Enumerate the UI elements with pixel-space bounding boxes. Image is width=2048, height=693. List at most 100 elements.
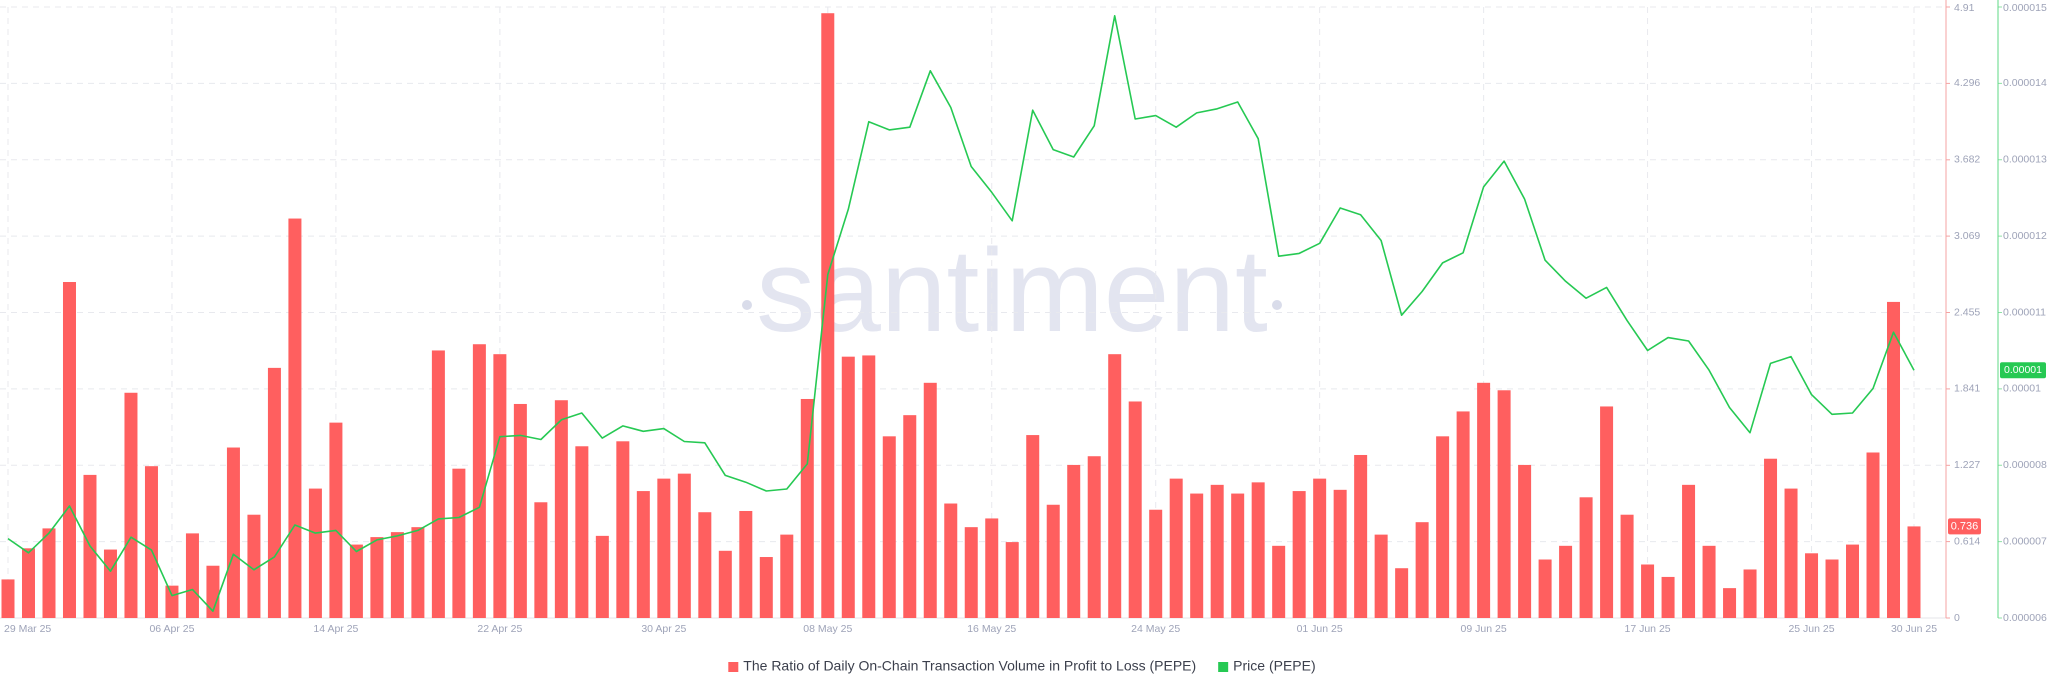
bar xyxy=(493,354,507,618)
x-tick-label: 09 Jun 25 xyxy=(1461,623,1507,635)
bar xyxy=(431,350,445,618)
bar xyxy=(1620,514,1634,618)
bar xyxy=(1292,491,1306,618)
y-tick-label: 3.682 xyxy=(1954,154,1980,166)
bar xyxy=(247,514,261,618)
y-tick-label: 1.841 xyxy=(1954,383,1980,395)
bar-series xyxy=(1,13,1921,619)
bar xyxy=(1866,452,1880,618)
watermark-text: santiment xyxy=(756,225,1268,357)
bar xyxy=(903,415,917,618)
bar xyxy=(1067,464,1081,618)
y2-tick-label: 0.000011 xyxy=(2003,306,2046,318)
y-tick-label: 0.614 xyxy=(1954,535,1980,547)
bar xyxy=(1600,406,1614,618)
bar xyxy=(718,550,732,618)
legend-label: The Ratio of Daily On-Chain Transaction … xyxy=(743,658,1196,674)
bar xyxy=(1764,458,1778,618)
bar xyxy=(1846,544,1860,618)
bar xyxy=(1190,493,1204,618)
bar xyxy=(1210,484,1224,618)
bar xyxy=(206,565,220,618)
bar xyxy=(1128,401,1142,618)
bar xyxy=(1251,482,1265,618)
x-tick-label: 01 Jun 25 xyxy=(1297,623,1343,635)
bar xyxy=(42,528,56,618)
bar xyxy=(1108,354,1122,618)
bar xyxy=(780,534,794,618)
bar xyxy=(657,478,671,618)
bar xyxy=(1231,493,1245,618)
y-tick-label: 0 xyxy=(1954,612,1960,624)
bar xyxy=(1661,576,1675,618)
bar xyxy=(1805,553,1819,618)
bar xyxy=(1354,454,1368,618)
bar xyxy=(944,503,958,618)
bar xyxy=(985,518,999,618)
x-tick-label: 06 Apr 25 xyxy=(149,623,194,635)
bar xyxy=(1538,559,1552,618)
y2-tick-label: 0.00001 xyxy=(2003,383,2041,395)
y-tick-label: 4.296 xyxy=(1954,77,1980,89)
bar xyxy=(62,282,76,618)
bar xyxy=(226,447,240,618)
bar xyxy=(1743,569,1757,618)
bar xyxy=(1825,559,1839,618)
y2-tick-label: 0.000008 xyxy=(2003,459,2047,471)
bar xyxy=(882,436,896,618)
last-value-label: 0.736 xyxy=(1951,520,1979,532)
bar xyxy=(575,446,589,618)
x-tick-label: 29 Mar 25 xyxy=(4,623,51,635)
bar xyxy=(1087,456,1101,618)
bar xyxy=(616,441,630,618)
y-tick-label: 3.069 xyxy=(1954,230,1980,242)
y2-tick-label: 0.000014 xyxy=(2003,77,2047,89)
bar xyxy=(1272,545,1286,618)
bar xyxy=(411,527,425,618)
x-tick-label: 30 Apr 25 xyxy=(641,623,686,635)
x-tick-label: 14 Apr 25 xyxy=(313,623,358,635)
bar xyxy=(1046,504,1060,618)
bar xyxy=(821,13,835,619)
x-tick-label: 24 May 25 xyxy=(1131,623,1180,635)
y-tick-label: 4.91 xyxy=(1954,2,1975,14)
bar xyxy=(1374,534,1388,618)
bar xyxy=(1907,526,1921,618)
bar xyxy=(554,400,568,618)
bar xyxy=(1169,478,1183,618)
bar xyxy=(964,527,978,618)
x-tick-label: 30 Jun 25 xyxy=(1891,623,1937,635)
bar xyxy=(308,488,322,618)
y2-tick-label: 0.000015 xyxy=(2003,2,2047,14)
bar xyxy=(677,473,691,618)
x-tick-label: 25 Jun 25 xyxy=(1788,623,1834,635)
bar xyxy=(370,537,384,618)
bar xyxy=(1149,509,1163,618)
legend-swatch xyxy=(728,662,739,672)
bar xyxy=(923,382,937,618)
bar xyxy=(1497,390,1511,618)
y2-tick-label: 0.000006 xyxy=(2003,612,2047,624)
y-tick-label: 1.227 xyxy=(1954,459,1980,471)
watermark-dot xyxy=(1272,300,1282,310)
bar xyxy=(595,535,609,618)
price-line xyxy=(7,15,1915,612)
bar xyxy=(472,344,486,618)
x-tick-label: 08 May 25 xyxy=(803,623,852,635)
legend: The Ratio of Daily On-Chain Transaction … xyxy=(728,658,1316,674)
bar xyxy=(165,585,179,618)
bar xyxy=(534,502,548,618)
bar xyxy=(1333,489,1347,618)
bar xyxy=(452,468,466,618)
watermark: santiment xyxy=(742,225,1282,357)
x-tick-label: 22 Apr 25 xyxy=(477,623,522,635)
y2-tick-label: 0.000007 xyxy=(2003,535,2047,547)
bar xyxy=(124,392,138,618)
bar xyxy=(21,548,35,618)
bar xyxy=(1436,436,1450,618)
bar xyxy=(698,512,712,618)
y2-tick-label: 0.000012 xyxy=(2003,230,2047,242)
bar xyxy=(267,367,281,618)
bar xyxy=(759,557,773,618)
